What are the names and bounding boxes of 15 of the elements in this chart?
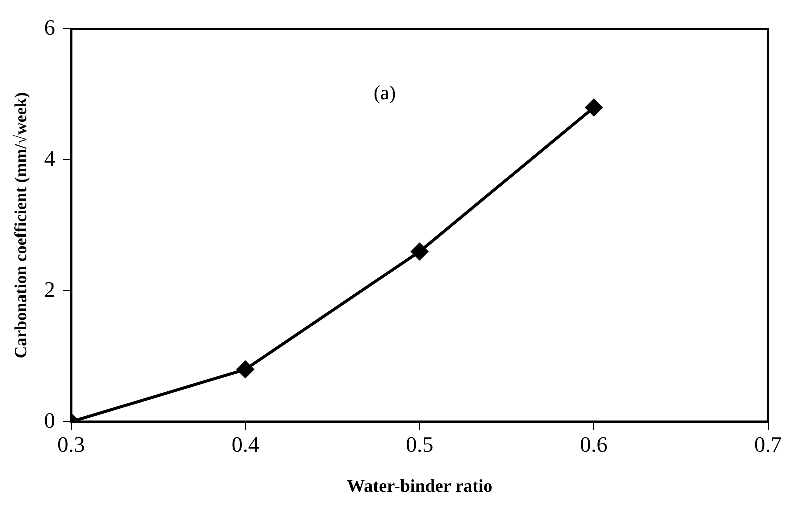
y-axis-title: Carbonation coefficient (mm/√week) <box>12 92 31 359</box>
y-tick-label: 4 <box>44 146 56 171</box>
y-tick-label: 0 <box>44 408 56 433</box>
x-axis-title: Water-binder ratio <box>347 476 493 496</box>
y-tick-label: 2 <box>44 276 56 302</box>
y-tick-label: 6 <box>44 14 56 40</box>
x-tick-label: 0.5 <box>406 432 434 457</box>
x-tick-label: 0.3 <box>58 432 86 457</box>
point <box>237 361 254 378</box>
annotation: (a) <box>374 82 396 104</box>
point <box>411 243 428 260</box>
x-tick-label: 0.4 <box>232 432 260 457</box>
point <box>586 99 603 116</box>
x-tick-label: 0.7 <box>754 432 782 457</box>
x-tick-label: 0.6 <box>580 432 608 457</box>
